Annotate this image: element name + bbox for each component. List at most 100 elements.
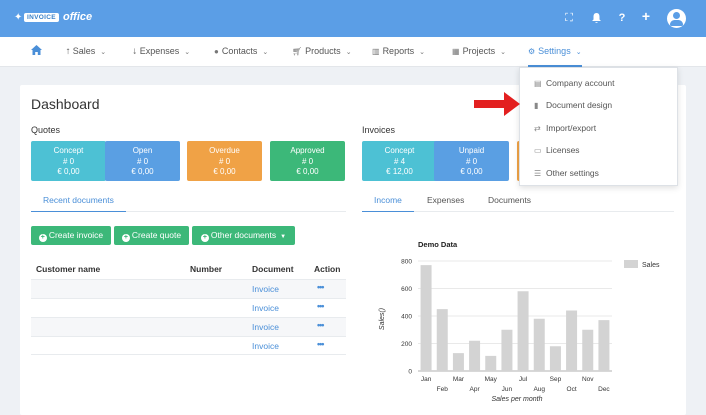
logo-badge: INVOICE [24, 13, 59, 22]
other-documents-label: Other documents [210, 230, 277, 240]
bar-aug[interactable] [533, 318, 545, 371]
card-count: # 0 [62, 156, 75, 166]
x-tick-label: Apr [470, 386, 481, 393]
bar-may[interactable] [485, 355, 497, 371]
create-invoice-label: Create invoice [48, 230, 104, 240]
nav-sales-label: Sales [72, 46, 96, 56]
nav-projects[interactable]: ▦ Projects ⌄ [452, 37, 506, 67]
top-bar: ✦ INVOICE office ⛶ ? + [0, 0, 706, 37]
user-avatar-icon[interactable] [667, 9, 686, 28]
action-menu-icon[interactable]: ••• [317, 282, 325, 292]
quote-card-open[interactable]: Open # 0 € 0,00 [105, 141, 180, 181]
bar-jul[interactable] [517, 291, 529, 371]
home-icon[interactable] [31, 37, 42, 67]
card-count: # 0 [218, 156, 231, 166]
col-customer-name[interactable]: Customer name [36, 264, 101, 274]
card-count: # 0 [465, 156, 478, 166]
other-documents-button[interactable]: + Other documents ▼ [192, 226, 295, 245]
bar-nov[interactable] [582, 329, 594, 371]
plus-icon[interactable]: + [641, 8, 651, 24]
invoice-card-concept[interactable]: Concept # 4 € 12,00 [362, 141, 437, 181]
chevron-down-icon: ⌄ [500, 49, 506, 56]
logo-bird-icon: ✦ [14, 12, 23, 23]
table-row[interactable]: Invoice ••• [31, 279, 346, 298]
chevron-down-icon: ⌄ [262, 49, 269, 56]
nav-settings[interactable]: ⚙ Settings ⌄ [528, 37, 582, 67]
nav-products[interactable]: 🛒︎ Products ⌄ [292, 37, 352, 67]
tab-recent-documents[interactable]: Recent documents [31, 192, 126, 212]
document-link[interactable]: Invoice [252, 322, 279, 332]
action-menu-icon[interactable]: ••• [317, 301, 325, 311]
card-label: Approved [290, 146, 325, 155]
menu-item-label: Licenses [546, 145, 580, 155]
recent-tabs: Recent documents [31, 192, 346, 212]
caret-down-icon: ▼ [280, 234, 287, 240]
arrow-down-icon: ⭣ [133, 47, 137, 56]
nav-reports[interactable]: ▥ Reports ⌄ [372, 37, 425, 67]
fullscreen-icon[interactable]: ⛶ [565, 12, 573, 24]
tab-income[interactable]: Income [362, 192, 414, 212]
create-invoice-button[interactable]: + Create invoice [31, 226, 111, 245]
chevron-down-icon: ⌄ [345, 49, 352, 56]
x-tick-label: Aug [533, 386, 545, 393]
tab-expenses[interactable]: Expenses [427, 195, 465, 205]
card-label: Concept [53, 146, 84, 155]
nav-reports-label: Reports [382, 46, 415, 56]
import-export-icon: ⇄ [534, 124, 541, 133]
quote-card-approved[interactable]: Approved # 0 € 0,00 [270, 141, 345, 181]
menu-item-label: Company account [546, 78, 615, 88]
document-link[interactable]: Invoice [252, 303, 279, 313]
chevron-down-icon: ⌄ [575, 49, 582, 56]
bar-jun[interactable] [501, 329, 513, 371]
nav-contacts[interactable]: ● Contacts ⌄ [214, 37, 268, 67]
legend-label: Sales [642, 262, 660, 269]
x-tick-label: Jul [519, 376, 528, 383]
invoice-card-unpaid[interactable]: Unpaid # 0 € 0,00 [434, 141, 509, 181]
document-link[interactable]: Invoice [252, 284, 279, 294]
bar-mar[interactable] [452, 353, 464, 371]
create-quote-button[interactable]: + Create quote [114, 226, 189, 245]
table-row[interactable]: Invoice ••• [31, 317, 346, 336]
nav-settings-label: Settings [538, 46, 571, 56]
quote-card-concept[interactable]: Concept # 0 € 0,00 [31, 141, 106, 181]
menu-item-licenses[interactable]: ▭ Licenses [534, 145, 580, 155]
bar-apr[interactable] [469, 340, 481, 371]
help-icon[interactable]: ? [618, 12, 626, 24]
chevron-down-icon: ⌄ [100, 49, 107, 56]
quotes-title: Quotes [31, 125, 61, 135]
menu-item-other-settings[interactable]: ☰ Other settings [534, 168, 599, 178]
table-row[interactable]: Invoice ••• [31, 298, 346, 317]
bar-sep[interactable] [549, 346, 561, 371]
menu-item-import-export[interactable]: ⇄ Import/export [534, 123, 596, 133]
bell-icon[interactable] [589, 12, 603, 27]
bar-dec[interactable] [598, 320, 610, 371]
chart-y-ticks: 0 200 400 600 800 [401, 259, 412, 376]
bar-feb[interactable] [436, 309, 448, 371]
sliders-icon: ☰ [534, 169, 542, 178]
y-tick-label: 200 [401, 341, 412, 348]
menu-item-company-account[interactable]: ▤ Company account [534, 78, 615, 88]
action-menu-icon[interactable]: ••• [317, 339, 325, 349]
create-quote-label: Create quote [131, 230, 182, 240]
quote-card-overdue[interactable]: Overdue # 0 € 0,00 [187, 141, 262, 181]
plus-circle-icon: + [121, 234, 130, 242]
y-tick-label: 800 [401, 259, 412, 266]
nav-sales[interactable]: ⭡ Sales ⌄ [66, 37, 106, 67]
nav-expenses[interactable]: ⭣ Expenses ⌄ [133, 37, 190, 67]
chevron-down-icon: ⌄ [184, 49, 191, 56]
y-tick-label: 600 [401, 286, 412, 293]
document-link[interactable]: Invoice [252, 341, 279, 351]
col-number[interactable]: Number [190, 264, 223, 274]
menu-item-document-design[interactable]: ▮ Document design [534, 100, 612, 110]
table-row[interactable]: Invoice ••• [31, 336, 346, 355]
x-tick-label: May [485, 376, 498, 383]
gear-icon: ⚙ [528, 47, 536, 56]
col-action[interactable]: Action [314, 264, 341, 274]
col-document[interactable]: Document [252, 264, 294, 274]
bar-jan[interactable] [420, 265, 432, 371]
x-tick-label: Jan [421, 376, 432, 383]
action-menu-icon[interactable]: ••• [317, 320, 325, 330]
bar-oct[interactable] [566, 310, 578, 372]
x-tick-label: Feb [437, 386, 449, 393]
tab-documents[interactable]: Documents [488, 195, 531, 205]
